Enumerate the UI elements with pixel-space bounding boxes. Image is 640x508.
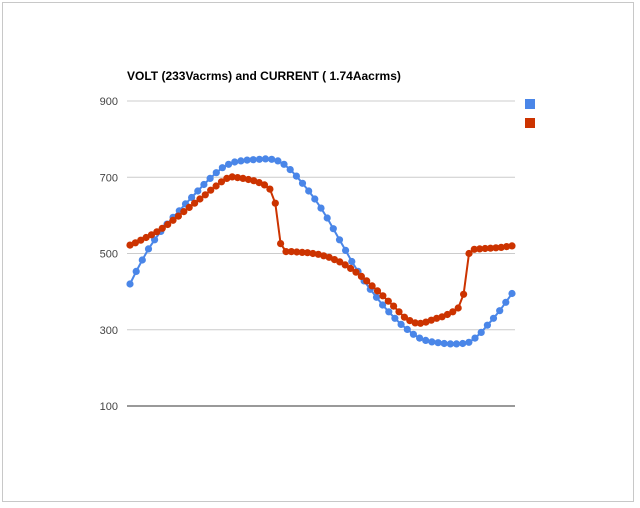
series-1-point xyxy=(422,337,429,344)
series-1-point xyxy=(145,245,152,252)
series-1-point xyxy=(373,294,380,301)
series-1-point xyxy=(459,340,466,347)
series-1-point xyxy=(207,175,214,182)
y-tick-label: 700 xyxy=(100,172,118,184)
series-1 xyxy=(126,155,515,347)
series-1-point xyxy=(200,181,207,188)
series-1-point xyxy=(126,280,133,287)
series-1-point xyxy=(508,290,515,297)
series-1-point xyxy=(336,236,343,243)
series-1-point xyxy=(453,340,460,347)
chart-title: VOLT (233Vacrms) and CURRENT ( 1.74Aacrm… xyxy=(127,69,401,83)
series-1-point xyxy=(311,195,318,202)
series-2-point xyxy=(395,308,402,315)
series-2-point xyxy=(508,242,515,249)
series-1-point xyxy=(435,339,442,346)
series-1-point xyxy=(268,156,275,163)
series-2-point xyxy=(369,282,376,289)
series-1-point xyxy=(385,308,392,315)
series-1-point xyxy=(287,166,294,173)
series-1-point xyxy=(133,268,140,275)
series-1-point xyxy=(441,340,448,347)
series-1-point xyxy=(502,299,509,306)
series-1-point xyxy=(244,157,251,164)
series-1-point xyxy=(280,161,287,168)
series-2 xyxy=(126,173,515,327)
legend-swatch-series-2 xyxy=(525,118,535,128)
series-1-point xyxy=(305,187,312,194)
series-1-point xyxy=(317,205,324,212)
y-tick-label: 300 xyxy=(100,325,118,337)
series-1-point xyxy=(139,256,146,263)
series-2-point xyxy=(266,186,273,193)
series-1-point xyxy=(348,258,355,265)
series-1-point xyxy=(342,247,349,254)
series-2-line xyxy=(130,177,512,323)
series-1-point xyxy=(496,307,503,314)
series-1-point xyxy=(194,187,201,194)
y-tick-label: 500 xyxy=(100,249,118,261)
series-1-point xyxy=(398,321,405,328)
series-2-point xyxy=(379,292,386,299)
series-1-point xyxy=(262,155,269,162)
series-1-point xyxy=(250,156,257,163)
series-2-point xyxy=(390,303,397,310)
series-1-point xyxy=(256,156,263,163)
series-1-point xyxy=(410,331,417,338)
series-1-point xyxy=(293,173,300,180)
series-1-point xyxy=(404,326,411,333)
series-1-point xyxy=(484,322,491,329)
series-2-point xyxy=(460,291,467,298)
series-1-point xyxy=(237,157,244,164)
series-1-point xyxy=(330,225,337,232)
series-2-point xyxy=(374,287,381,294)
series-1-point xyxy=(274,157,281,164)
series-1-point xyxy=(465,339,472,346)
series-1-point xyxy=(324,214,331,221)
series-2-point xyxy=(455,304,462,311)
series-1-point xyxy=(213,169,220,176)
series-1-point xyxy=(299,180,306,187)
series-1-point xyxy=(219,164,226,171)
series-1-point xyxy=(478,329,485,336)
y-tick-label: 900 xyxy=(100,96,118,108)
series-1-line xyxy=(130,159,512,344)
series-2-point xyxy=(363,277,370,284)
y-tick-label: 100 xyxy=(100,401,118,413)
series-2-point xyxy=(272,200,279,207)
series-2-point xyxy=(385,298,392,305)
series-1-point xyxy=(391,315,398,322)
series-2-point xyxy=(277,240,284,247)
series-1-point xyxy=(471,335,478,342)
series-1-point xyxy=(490,315,497,322)
series-1-point xyxy=(428,338,435,345)
series-1-point xyxy=(231,158,238,165)
legend-swatch-series-1 xyxy=(525,99,535,109)
